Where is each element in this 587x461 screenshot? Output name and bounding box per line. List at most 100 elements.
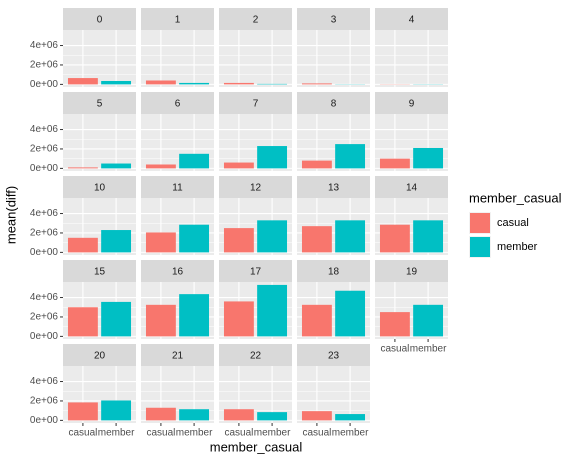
strip-label: 13	[328, 183, 340, 194]
legend-label: casual	[497, 217, 529, 229]
bar	[101, 301, 132, 337]
y-axis-title: mean(diff)	[3, 186, 18, 244]
strip-label: 18	[328, 267, 340, 278]
strip-label: 16	[172, 267, 184, 278]
bar	[101, 80, 132, 85]
strip	[63, 92, 136, 114]
y-tick-label: 0e+00	[30, 247, 59, 258]
x-axis-title: member_casual	[210, 439, 303, 454]
y-tick-label: 4e+06	[30, 376, 59, 387]
strip-label: 3	[331, 15, 337, 26]
bar	[379, 312, 410, 337]
y-tick-label: 0e+00	[30, 79, 59, 90]
strip	[141, 8, 214, 30]
bar	[379, 158, 410, 169]
bar	[179, 82, 210, 85]
strip-label: 20	[94, 351, 106, 362]
bar	[301, 226, 332, 253]
strip-label: 5	[97, 99, 103, 110]
strip	[141, 92, 214, 114]
strip-label: 7	[253, 99, 259, 110]
strip-label: 15	[94, 267, 106, 278]
bar	[257, 284, 288, 337]
bar	[67, 237, 98, 253]
panel	[63, 114, 136, 171]
bar	[101, 163, 132, 169]
x-tick-label: member	[410, 344, 447, 355]
bar	[379, 224, 410, 253]
strip	[297, 176, 370, 198]
strip-label: 22	[250, 351, 262, 362]
y-tick-label: 4e+06	[30, 40, 59, 51]
bar	[223, 82, 254, 85]
legend-label: member	[497, 241, 538, 253]
y-tick-label: 4e+06	[30, 292, 59, 303]
bar	[101, 400, 132, 421]
strip-label: 4	[409, 15, 415, 26]
bar	[301, 411, 332, 421]
x-tick-label: casual	[380, 344, 409, 355]
legend-swatch	[470, 213, 490, 233]
strip	[219, 344, 292, 366]
bar	[179, 224, 210, 253]
strip-label: 9	[409, 99, 415, 110]
bar	[67, 78, 98, 85]
bar	[223, 301, 254, 337]
strip-label: 6	[175, 99, 181, 110]
strip	[297, 92, 370, 114]
bar	[179, 294, 210, 337]
strip	[375, 260, 448, 282]
bar	[335, 414, 366, 421]
bar	[145, 232, 176, 253]
y-tick-label: 0e+00	[30, 163, 59, 174]
bar	[257, 412, 288, 421]
panel	[141, 30, 214, 87]
strip-label: 12	[250, 183, 262, 194]
bar	[223, 228, 254, 253]
bar	[301, 83, 332, 85]
bar	[335, 290, 366, 337]
bar	[67, 307, 98, 337]
bar	[223, 162, 254, 169]
bar	[257, 220, 288, 253]
strip	[375, 176, 448, 198]
x-tick-label: member	[98, 428, 135, 439]
x-tick-label: member	[332, 428, 369, 439]
y-tick-label: 4e+06	[30, 208, 59, 219]
strip	[219, 8, 292, 30]
bar	[179, 409, 210, 421]
panel	[63, 30, 136, 87]
panel	[375, 30, 448, 87]
bar	[145, 80, 176, 85]
strip	[219, 92, 292, 114]
strip	[297, 8, 370, 30]
y-tick-label: 2e+06	[30, 228, 59, 239]
bar	[145, 164, 176, 169]
strip	[141, 176, 214, 198]
strip-label: 17	[250, 267, 262, 278]
y-tick-label: 2e+06	[30, 312, 59, 323]
bar	[179, 153, 210, 169]
bar	[413, 220, 444, 253]
y-tick-label: 0e+00	[30, 331, 59, 342]
strip	[219, 176, 292, 198]
strip-label: 21	[172, 351, 184, 362]
strip	[297, 344, 370, 366]
x-tick-label: casual	[302, 428, 331, 439]
strip-label: 10	[94, 183, 106, 194]
strip-label: 19	[406, 267, 418, 278]
bar	[335, 144, 366, 169]
bar	[101, 230, 132, 253]
strip	[63, 260, 136, 282]
bar	[301, 160, 332, 169]
strip-label: 1	[175, 15, 181, 26]
strip-label: 14	[406, 183, 418, 194]
strip	[63, 176, 136, 198]
y-tick-label: 2e+06	[30, 60, 59, 71]
strip	[297, 260, 370, 282]
bar	[145, 407, 176, 421]
y-tick-label: 2e+06	[30, 144, 59, 155]
bar	[335, 220, 366, 253]
y-tick-label: 0e+00	[30, 415, 59, 426]
